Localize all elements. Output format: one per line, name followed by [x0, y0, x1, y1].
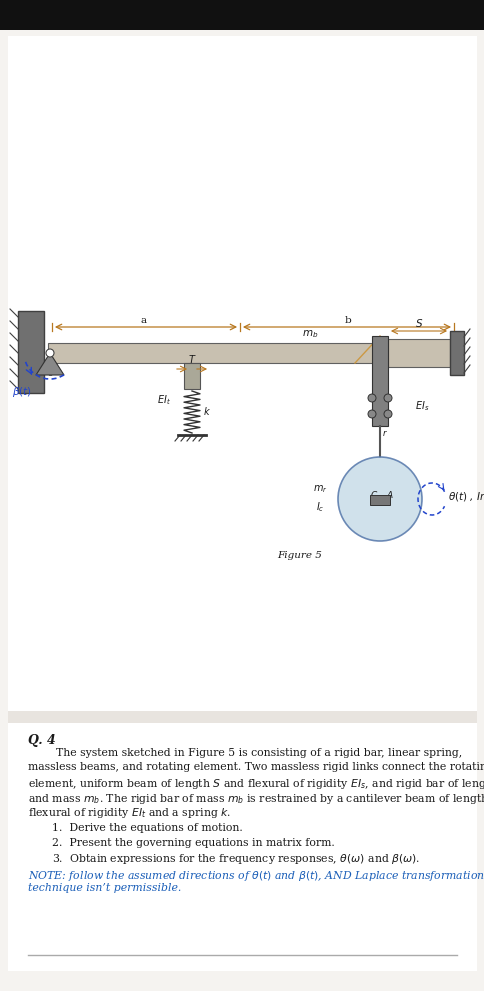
Bar	[48, 343, 455, 363]
Bar	[369, 495, 389, 505]
Bar	[0, 0, 484, 30]
Text: S: S	[415, 319, 422, 329]
Text: Q. 4: Q. 4	[28, 734, 56, 747]
Text: $\theta(t)$ , Im $M_0 e^{i\omega t}$: $\theta(t)$ , Im $M_0 e^{i\omega t}$	[447, 490, 484, 504]
Text: O: O	[48, 369, 54, 378]
Text: $I_c$: $I_c$	[315, 500, 324, 514]
Bar	[387, 339, 449, 367]
Text: T: T	[189, 355, 195, 365]
Text: $EI_s$: $EI_s$	[414, 399, 428, 413]
Circle shape	[367, 410, 375, 418]
Text: C: C	[370, 491, 377, 499]
Circle shape	[337, 457, 421, 541]
Text: technique isn’t permissible.: technique isn’t permissible.	[28, 883, 181, 893]
Text: b: b	[344, 316, 350, 325]
Bar	[183, 363, 199, 389]
Circle shape	[46, 349, 54, 357]
Text: massless beams, and rotating element. Two massless rigid links connect the rotat: massless beams, and rotating element. Tw…	[28, 762, 484, 773]
Polygon shape	[36, 353, 64, 375]
Text: k: k	[204, 407, 209, 417]
Text: A: A	[386, 491, 392, 499]
Text: 3.  Obtain expressions for the frequency responses, $\theta(\omega)$ and $\beta(: 3. Obtain expressions for the frequency …	[52, 852, 420, 866]
Text: and mass $m_b$. The rigid bar of mass $m_b$ is restrained by a cantilever beam o: and mass $m_b$. The rigid bar of mass $m…	[28, 792, 484, 806]
Text: Figure 5: Figure 5	[277, 551, 322, 560]
Text: element, uniform beam of length $S$ and flexural of rigidity $EI_s$, and rigid b: element, uniform beam of length $S$ and …	[28, 777, 484, 791]
Text: 2.  Present the governing equations in matrix form.: 2. Present the governing equations in ma…	[52, 837, 334, 847]
Text: $m_r$: $m_r$	[312, 483, 327, 495]
Text: The system sketched in Figure 5 is consisting of a rigid bar, linear spring,: The system sketched in Figure 5 is consi…	[28, 748, 461, 758]
Text: $EI_t$: $EI_t$	[157, 393, 170, 406]
Text: 1.  Derive the equations of motion.: 1. Derive the equations of motion.	[52, 823, 242, 833]
Text: $r$: $r$	[381, 428, 387, 438]
Circle shape	[367, 394, 375, 402]
Text: a: a	[141, 316, 147, 325]
Text: $\beta(t)$: $\beta(t)$	[12, 385, 32, 399]
Circle shape	[383, 410, 391, 418]
Circle shape	[383, 394, 391, 402]
Text: flexural of rigidity $EI_t$ and a spring $k$.: flexural of rigidity $EI_t$ and a spring…	[28, 806, 231, 820]
Text: $m_b$: $m_b$	[301, 328, 318, 340]
Bar	[449, 331, 463, 375]
Bar	[18, 311, 44, 393]
Bar	[371, 336, 387, 426]
Bar	[8, 711, 476, 723]
Text: NOTE: follow the assumed directions of $\theta(t)$ and $\beta(t)$, AND Laplace t: NOTE: follow the assumed directions of $…	[28, 869, 484, 883]
